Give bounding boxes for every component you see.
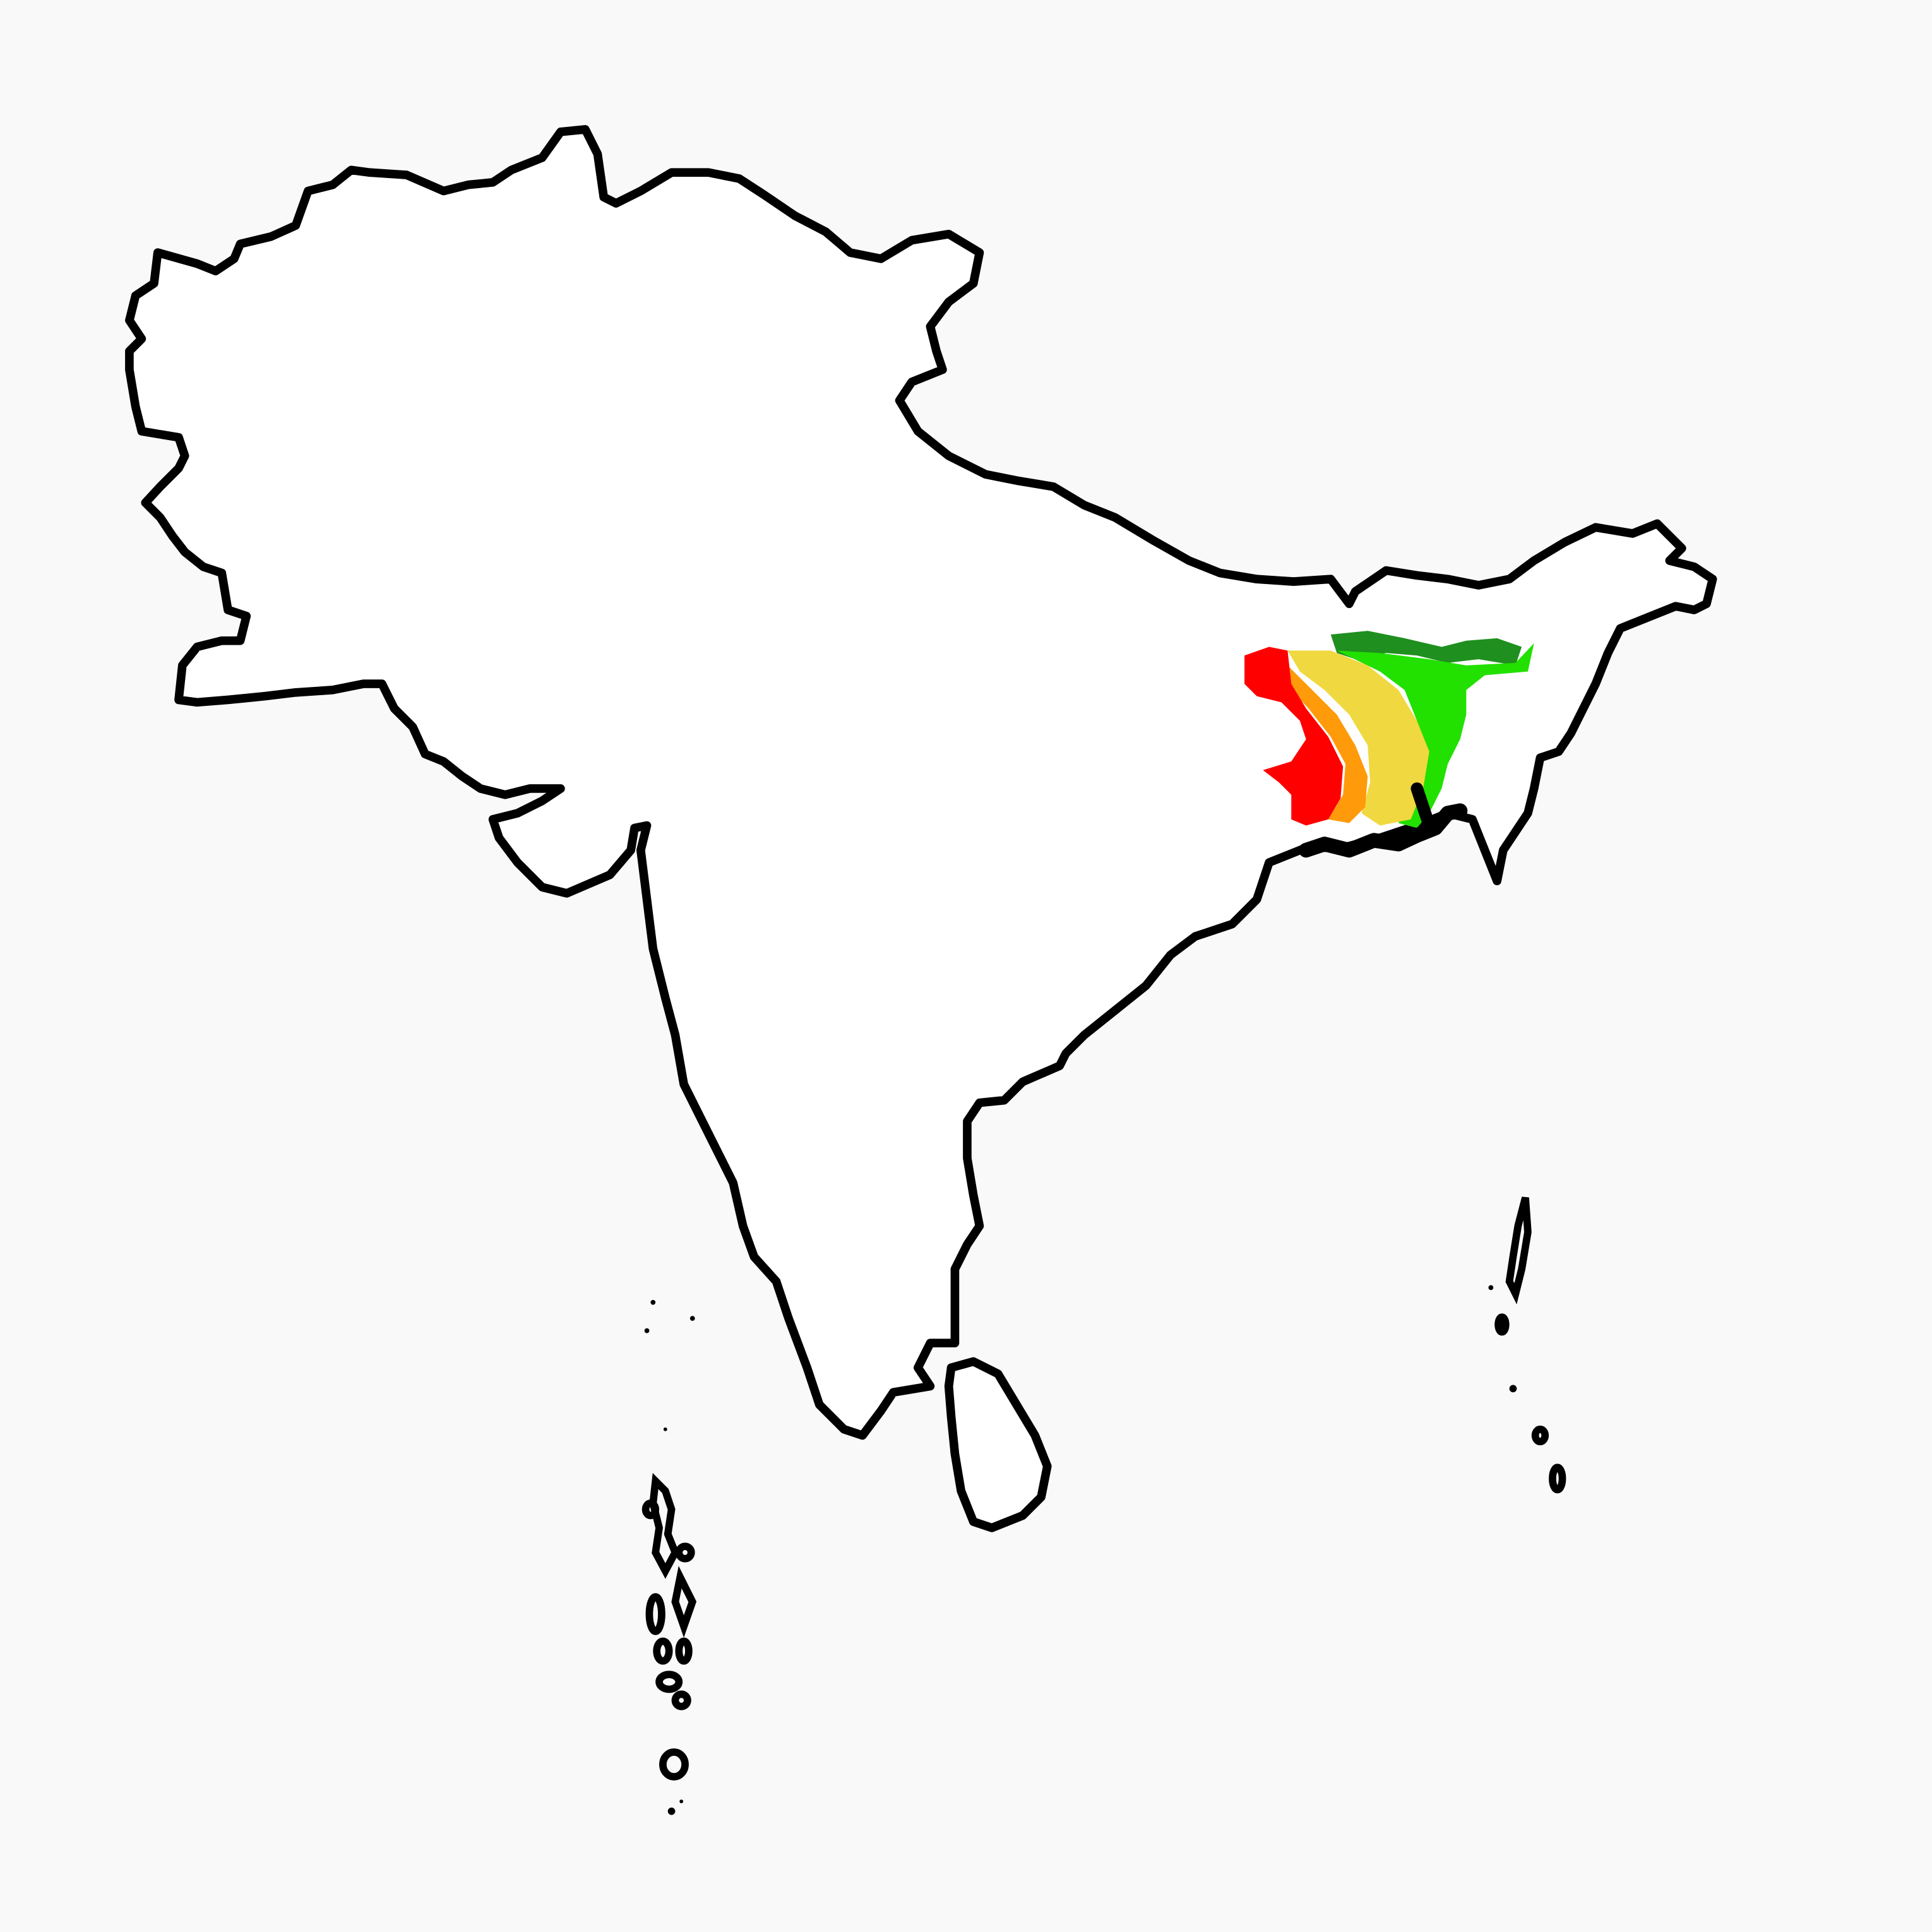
heatmap-band-dark-green	[1330, 631, 1522, 665]
heatmap-band-orange	[1287, 665, 1368, 823]
maldives-islands	[641, 1472, 697, 1815]
heatmap-band-bright-green	[1337, 643, 1534, 828]
heatmap-band-yellow	[1287, 650, 1429, 826]
delta-coastline	[1298, 803, 1468, 858]
lakshadweep-islands	[644, 1299, 695, 1431]
mainland-outline	[125, 125, 1717, 1440]
andaman-nicobar-islands	[1488, 1196, 1566, 1494]
heatmap-band-red	[1244, 647, 1344, 826]
sri-lanka-outline	[944, 1357, 1052, 1532]
heatmap-overlay	[1244, 631, 1534, 828]
delta-coastline-inner	[1410, 782, 1436, 832]
